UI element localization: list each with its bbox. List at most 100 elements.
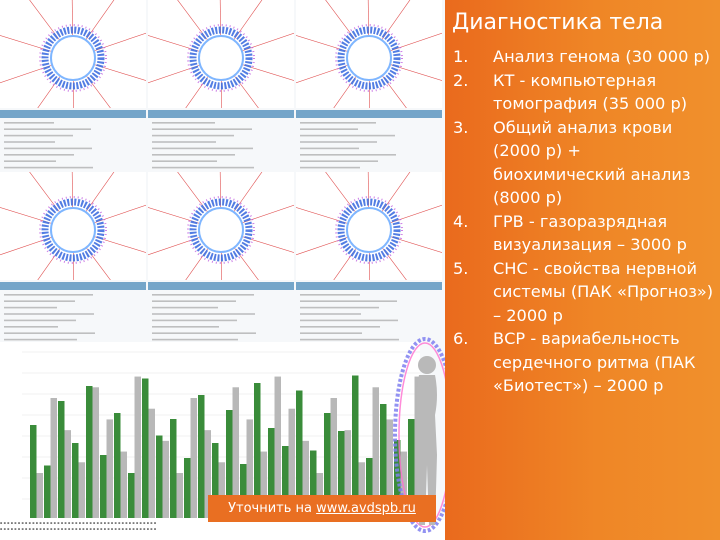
item-text: ГРВ - газоразрядная визуализация – 3000 … xyxy=(493,211,687,255)
detail-line xyxy=(300,147,359,150)
chart-bar-gray xyxy=(190,398,197,518)
diagnostics-panel: Диагностика тела 1. Анализ генома (30 000… xyxy=(445,0,720,540)
glow-outer-ring xyxy=(39,196,107,264)
item-text: КТ - компьютерная томография (35 000 р) xyxy=(493,70,688,114)
item-number: 5. xyxy=(453,258,469,278)
detail-line xyxy=(152,128,252,130)
detail-line xyxy=(300,306,379,309)
chart-bar-green xyxy=(254,383,261,518)
gdv-glow-ring-image xyxy=(148,0,294,108)
services-list: 1. Анализ генома (30 000 р) 2. КТ - компью… xyxy=(453,45,715,398)
chart-bar-green xyxy=(170,419,177,518)
gdv-tile xyxy=(296,172,442,280)
chart-bar-green xyxy=(324,413,331,518)
glow-halo xyxy=(41,198,105,262)
gdv-tile xyxy=(0,172,146,280)
detail-line xyxy=(300,332,362,334)
chart-bar-green xyxy=(268,428,275,518)
glow-halo xyxy=(189,198,253,262)
gdv-glow-ring-image xyxy=(0,0,146,108)
chart-bar-gray xyxy=(50,398,57,518)
detail-line xyxy=(152,154,235,156)
chart-bar-gray xyxy=(344,430,351,518)
item-number: 6. xyxy=(453,329,469,348)
glow-halo xyxy=(189,26,253,90)
item-text: СНС - свойства нервной системы (ПАК «Про… xyxy=(493,258,714,325)
gdv-tile xyxy=(148,0,294,108)
glow-outer-ring xyxy=(187,24,255,92)
list-item: 2. КТ - компьютерная томография (35 000 р… xyxy=(453,69,715,116)
chart-bar-green xyxy=(310,450,317,518)
tile-header-bar xyxy=(148,282,294,290)
list-item: 3. Общий анализ крови (2000 р) + биохимич… xyxy=(453,116,715,210)
detail-line xyxy=(4,300,75,302)
chart-bar-green xyxy=(184,458,191,518)
item-text: ВСР - вариабельность сердечного ритма (П… xyxy=(493,329,696,395)
detail-line xyxy=(4,338,77,341)
detail-line xyxy=(300,154,396,156)
detail-line xyxy=(300,326,380,328)
detail-line xyxy=(4,128,91,130)
item-number: 4. xyxy=(453,211,469,231)
chart-bar-gray xyxy=(386,419,393,518)
detail-line xyxy=(4,319,76,322)
detail-line xyxy=(300,166,360,169)
website-link[interactable]: www.avdspb.ru xyxy=(316,501,416,516)
detail-line xyxy=(152,332,256,334)
item-text: Общий анализ крови (2000 р) + биохимичес… xyxy=(493,117,691,208)
detail-line xyxy=(300,134,395,137)
chart-bar-green xyxy=(282,446,289,518)
banner-prefix: Уточнить на xyxy=(228,501,317,516)
tile-details-lines xyxy=(300,294,399,341)
chart-bar-green xyxy=(44,465,51,518)
detail-line xyxy=(152,313,255,315)
gdv-glow-ring-image xyxy=(0,172,146,280)
detail-line xyxy=(152,319,237,322)
glow-core xyxy=(346,35,392,81)
detail-line xyxy=(152,147,253,150)
detail-line xyxy=(300,128,358,130)
detail-line xyxy=(152,294,254,296)
chart-bar-gray xyxy=(274,376,281,518)
detail-line xyxy=(300,294,360,296)
chart-bar-gray xyxy=(162,440,169,518)
chart-bar-gray xyxy=(92,387,99,518)
gdv-glow-ring-image xyxy=(296,172,442,280)
item-number: 2. xyxy=(453,70,469,90)
detail-line xyxy=(4,332,95,334)
detail-line xyxy=(152,306,218,309)
chart-bar-green xyxy=(72,443,79,518)
tile-header-bar xyxy=(296,282,442,290)
tile-header-bar xyxy=(148,110,294,118)
chart-bar-gray xyxy=(330,398,337,518)
chart-bar-green xyxy=(366,458,373,518)
tile-details-lines xyxy=(4,294,95,341)
chart-bar-gray xyxy=(134,376,141,518)
chart-bar-green xyxy=(380,404,387,518)
detail-line xyxy=(300,313,361,315)
item-text: Анализ генома (30 000 р) xyxy=(493,47,711,66)
chart-bar-gray xyxy=(78,462,85,518)
glow-core xyxy=(346,207,392,253)
tile-header-bar xyxy=(0,110,146,118)
detail-line xyxy=(4,141,55,143)
chart-bar-green xyxy=(198,395,205,518)
detail-line xyxy=(4,147,92,150)
glow-core xyxy=(50,35,96,81)
glow-outer-ring xyxy=(335,24,403,92)
glow-core xyxy=(198,207,244,253)
detail-line xyxy=(4,134,73,137)
detail-line xyxy=(152,160,217,162)
gdv-tile xyxy=(148,172,294,280)
detail-line xyxy=(152,300,236,302)
chart-bar-gray xyxy=(218,462,225,518)
chart-bar-gray xyxy=(176,473,183,518)
chart-bar-green xyxy=(212,443,219,518)
chart-bar-green xyxy=(58,401,65,518)
detail-line xyxy=(4,313,94,315)
glow-halo xyxy=(41,26,105,90)
gdv-glow-ring-image xyxy=(148,172,294,280)
chart-bar-gray xyxy=(246,419,253,518)
chart-bar-gray xyxy=(232,387,239,518)
item-number: 1. xyxy=(453,47,469,66)
